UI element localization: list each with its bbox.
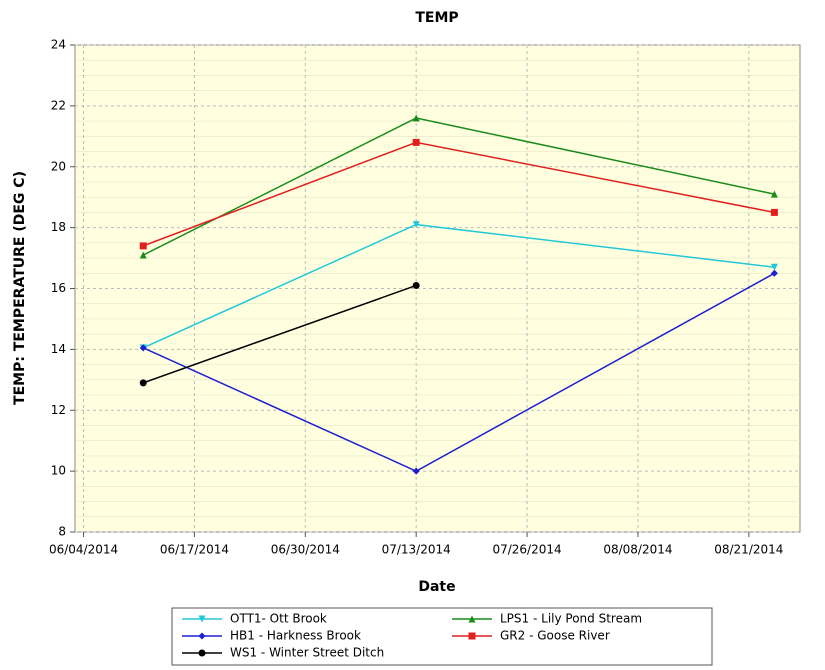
- chart-title: TEMP: [415, 10, 458, 26]
- marker: [139, 242, 147, 250]
- x-tick-label: 08/21/2014: [714, 543, 783, 557]
- series-line: [142, 284, 417, 384]
- marker: [412, 138, 420, 146]
- marker: [770, 269, 778, 277]
- marker: [198, 632, 206, 640]
- x-tick-label: 06/17/2014: [160, 543, 229, 557]
- marker: [412, 467, 420, 475]
- legend-label: HB1 - Harkness Brook: [230, 629, 361, 643]
- marker: [412, 221, 420, 229]
- y-tick-label: 14: [51, 342, 66, 356]
- marker: [468, 632, 476, 640]
- x-axis-label: Date: [418, 579, 455, 595]
- marker: [412, 114, 420, 122]
- y-tick-label: 24: [51, 38, 66, 52]
- y-tick-label: 20: [51, 159, 66, 173]
- marker: [198, 615, 206, 623]
- marker: [139, 344, 147, 352]
- y-tick-label: 18: [51, 220, 66, 234]
- y-tick-label: 10: [51, 464, 66, 478]
- legend-label: WS1 - Winter Street Ditch: [230, 646, 384, 660]
- x-tick-label: 06/04/2014: [49, 543, 118, 557]
- y-tick-label: 12: [51, 403, 66, 417]
- legend-label: OTT1- Ott Brook: [230, 612, 327, 626]
- legend-label: LPS1 - Lily Pond Stream: [500, 612, 642, 626]
- x-tick-label: 07/13/2014: [382, 543, 451, 557]
- marker: [139, 251, 147, 259]
- marker: [468, 615, 476, 623]
- y-tick-label: 22: [51, 98, 66, 112]
- x-tick-label: 06/30/2014: [271, 543, 340, 557]
- y-tick-label: 16: [51, 281, 66, 295]
- legend-label: GR2 - Goose River: [500, 629, 610, 643]
- marker: [770, 190, 778, 198]
- x-tick-label: 08/08/2014: [603, 543, 672, 557]
- marker: [198, 649, 206, 657]
- marker: [412, 281, 420, 289]
- y-axis-label: TEMP: TEMPERATURE (DEG C): [12, 171, 28, 405]
- legend: [171, 607, 713, 666]
- marker: [770, 263, 778, 271]
- x-tick-label: 07/26/2014: [492, 543, 561, 557]
- marker: [139, 379, 147, 387]
- marker: [770, 208, 778, 216]
- y-tick-label: 8: [58, 525, 66, 539]
